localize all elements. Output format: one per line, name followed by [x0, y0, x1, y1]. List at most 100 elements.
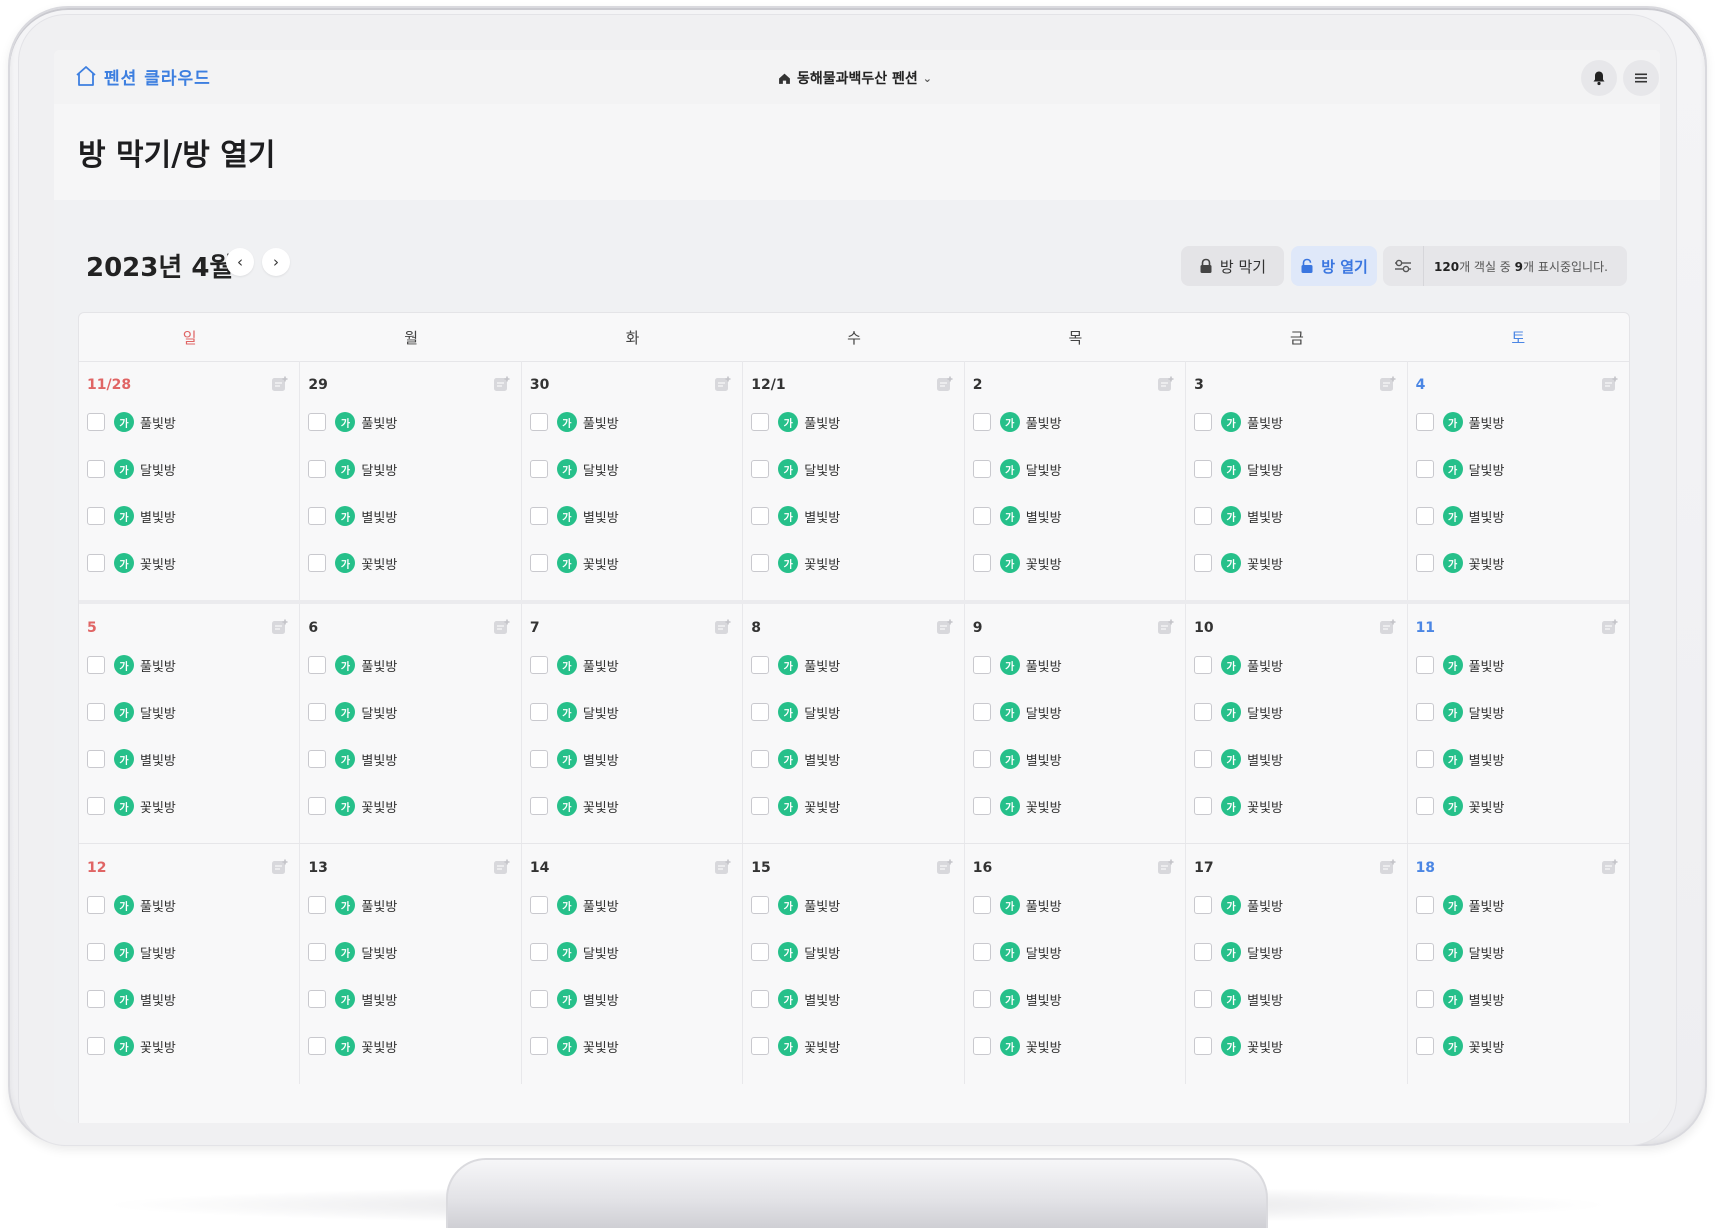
room-item[interactable]: 가 풀빛방 [529, 654, 619, 676]
room-item[interactable]: 가 달빛방 [308, 701, 397, 723]
add-note-icon[interactable] [936, 375, 954, 393]
add-note-icon[interactable] [1601, 618, 1619, 636]
room-checkbox[interactable] [529, 507, 548, 525]
room-item[interactable]: 가 꽃빛방 [87, 552, 176, 574]
room-item[interactable]: 가 별빛방 [308, 748, 397, 770]
room-item[interactable]: 가 풀빛방 [972, 654, 1062, 676]
room-item[interactable]: 가 꽃빛방 [529, 795, 619, 817]
property-selector[interactable]: 동해물과백두산 펜션 ⌄ [778, 68, 932, 88]
room-checkbox[interactable] [1415, 797, 1434, 815]
room-item[interactable]: 가 꽃빛방 [529, 552, 619, 574]
room-item[interactable]: 가 달빛방 [529, 941, 619, 963]
room-checkbox[interactable] [87, 413, 105, 431]
room-checkbox[interactable] [308, 990, 327, 1008]
room-checkbox[interactable] [87, 990, 105, 1008]
filter-icon[interactable] [1383, 246, 1424, 286]
room-item[interactable]: 가 풀빛방 [529, 894, 619, 916]
room-item[interactable]: 가 별빛방 [751, 988, 840, 1010]
room-item[interactable]: 가 풀빛방 [972, 411, 1062, 433]
room-checkbox[interactable] [529, 656, 548, 674]
room-item[interactable]: 가 별빛방 [972, 505, 1062, 527]
room-item[interactable]: 가 달빛방 [308, 941, 397, 963]
add-note-icon[interactable] [493, 858, 511, 876]
room-checkbox[interactable] [972, 554, 991, 572]
add-note-icon[interactable] [936, 618, 954, 636]
room-checkbox[interactable] [529, 943, 548, 961]
room-checkbox[interactable] [529, 797, 548, 815]
room-item[interactable]: 가 풀빛방 [87, 654, 176, 676]
room-checkbox[interactable] [529, 460, 548, 478]
room-item[interactable]: 가 달빛방 [529, 701, 619, 723]
menu-button[interactable] [1623, 60, 1659, 96]
room-checkbox[interactable] [308, 943, 327, 961]
room-checkbox[interactable] [1194, 943, 1213, 961]
room-item[interactable]: 가 꽃빛방 [751, 795, 840, 817]
add-note-icon[interactable] [271, 858, 289, 876]
room-item[interactable]: 가 풀빛방 [972, 894, 1062, 916]
room-item[interactable]: 가 달빛방 [972, 701, 1062, 723]
room-checkbox[interactable] [751, 554, 770, 572]
room-item[interactable]: 가 별빛방 [529, 748, 619, 770]
room-checkbox[interactable] [1194, 990, 1213, 1008]
close-room-button[interactable]: 방 막기 [1181, 246, 1284, 286]
room-checkbox[interactable] [87, 656, 105, 674]
room-item[interactable]: 가 별빛방 [308, 505, 397, 527]
room-checkbox[interactable] [1415, 554, 1434, 572]
room-item[interactable]: 가 달빛방 [308, 458, 397, 480]
room-item[interactable]: 가 별빛방 [1415, 988, 1504, 1010]
room-item[interactable]: 가 꽃빛방 [1415, 795, 1504, 817]
room-item[interactable]: 가 풀빛방 [529, 411, 619, 433]
add-note-icon[interactable] [493, 375, 511, 393]
add-note-icon[interactable] [1379, 618, 1397, 636]
room-item[interactable]: 가 별빛방 [751, 505, 840, 527]
add-note-icon[interactable] [714, 618, 732, 636]
add-note-icon[interactable] [271, 375, 289, 393]
open-room-button[interactable]: 방 열기 [1291, 246, 1377, 286]
room-checkbox[interactable] [751, 656, 770, 674]
room-checkbox[interactable] [972, 507, 991, 525]
room-checkbox[interactable] [87, 1037, 105, 1055]
room-item[interactable]: 가 별빛방 [529, 505, 619, 527]
room-checkbox[interactable] [972, 703, 991, 721]
next-month-button[interactable]: › [262, 248, 290, 276]
room-item[interactable]: 가 풀빛방 [87, 411, 176, 433]
room-checkbox[interactable] [529, 554, 548, 572]
room-item[interactable]: 가 풀빛방 [308, 654, 397, 676]
room-item[interactable]: 가 별빛방 [1194, 505, 1283, 527]
room-item[interactable]: 가 별빛방 [1194, 748, 1283, 770]
room-item[interactable]: 가 풀빛방 [1194, 411, 1283, 433]
room-item[interactable]: 가 꽃빛방 [1194, 552, 1283, 574]
room-checkbox[interactable] [308, 1037, 327, 1055]
room-checkbox[interactable] [529, 990, 548, 1008]
room-checkbox[interactable] [308, 554, 327, 572]
room-item[interactable]: 가 달빛방 [1415, 941, 1504, 963]
room-checkbox[interactable] [308, 703, 327, 721]
room-checkbox[interactable] [751, 507, 770, 525]
room-checkbox[interactable] [972, 656, 991, 674]
add-note-icon[interactable] [714, 858, 732, 876]
room-checkbox[interactable] [1194, 1037, 1213, 1055]
room-checkbox[interactable] [1415, 460, 1434, 478]
room-checkbox[interactable] [1415, 507, 1434, 525]
add-note-icon[interactable] [1601, 858, 1619, 876]
room-checkbox[interactable] [751, 896, 770, 914]
add-note-icon[interactable] [1157, 375, 1175, 393]
add-note-icon[interactable] [1157, 618, 1175, 636]
room-item[interactable]: 가 별빛방 [972, 748, 1062, 770]
room-item[interactable]: 가 별빛방 [87, 988, 176, 1010]
room-checkbox[interactable] [751, 750, 770, 768]
room-item[interactable]: 가 달빛방 [751, 458, 840, 480]
add-note-icon[interactable] [1379, 858, 1397, 876]
room-checkbox[interactable] [308, 896, 327, 914]
room-item[interactable]: 가 꽃빛방 [529, 1035, 619, 1057]
room-item[interactable]: 가 달빛방 [1194, 458, 1283, 480]
room-item[interactable]: 가 달빛방 [87, 458, 176, 480]
room-checkbox[interactable] [529, 703, 548, 721]
room-item[interactable]: 가 풀빛방 [1194, 894, 1283, 916]
room-item[interactable]: 가 풀빛방 [87, 894, 176, 916]
room-checkbox[interactable] [308, 507, 327, 525]
room-item[interactable]: 가 달빛방 [751, 701, 840, 723]
room-checkbox[interactable] [1194, 896, 1213, 914]
room-item[interactable]: 가 꽃빛방 [308, 552, 397, 574]
room-checkbox[interactable] [1415, 943, 1434, 961]
